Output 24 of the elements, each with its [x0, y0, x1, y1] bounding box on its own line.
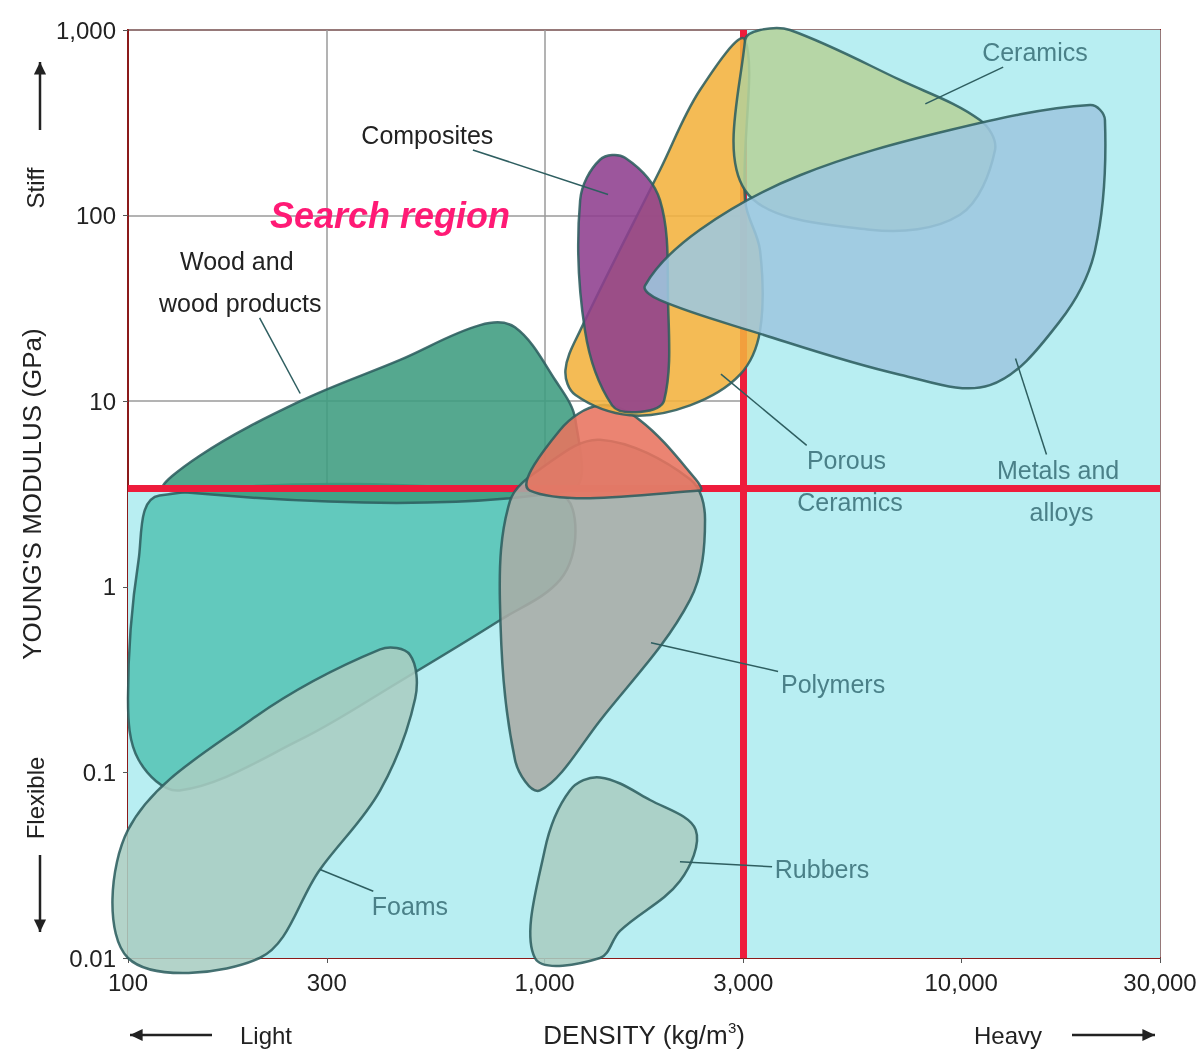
y-tick-label: 1 [102, 573, 116, 601]
y-tick-label: 100 [75, 202, 116, 230]
text: Wood and wood products [157, 246, 322, 317]
y-tick-label: 10 [89, 387, 116, 415]
legend-label: Rubbers [774, 855, 870, 884]
series-label: Ceramics [982, 38, 1088, 67]
y-axis-title: YOUNG'S MODULUS (GPa) [17, 328, 48, 660]
x-tick-label: 300 [306, 968, 347, 996]
text: Polymers [780, 669, 886, 698]
text: Heavy [973, 1021, 1043, 1049]
text: Porous Ceramics [797, 446, 903, 517]
text: Light [239, 1021, 293, 1049]
x-tick-label: 1,000 [514, 968, 575, 996]
text: Composites [361, 120, 494, 149]
x-tick-label: 30,000 [1123, 968, 1197, 996]
y-tick-label: 1,000 [55, 16, 116, 44]
text: Flexible [21, 756, 49, 840]
x-tick-label: 3,000 [713, 968, 774, 996]
text: Metals and alloys [996, 455, 1120, 526]
annotation: Search region [269, 194, 511, 236]
text: Stiff [21, 167, 49, 209]
text: Foams [371, 892, 449, 921]
y-tick-label: 0.1 [82, 758, 116, 786]
x-tick-label: 10,000 [924, 968, 998, 996]
